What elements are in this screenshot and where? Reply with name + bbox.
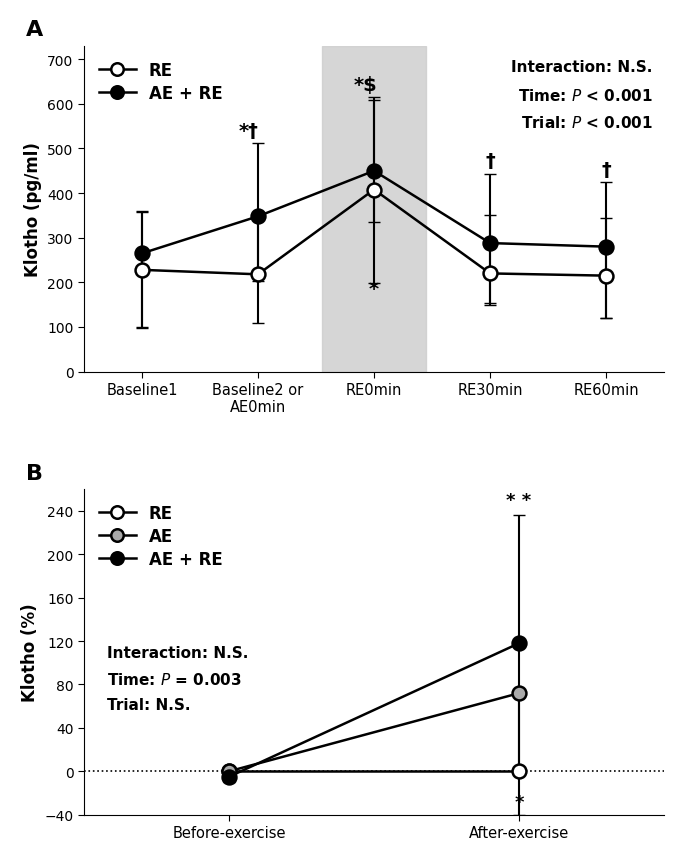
Text: †: † — [485, 152, 495, 170]
Legend: RE, AE + RE: RE, AE + RE — [92, 55, 229, 109]
Text: †: † — [601, 161, 611, 180]
Text: *: * — [514, 794, 524, 812]
Text: *: * — [369, 280, 379, 299]
Text: Trial: $\it{P}$ < 0.001: Trial: $\it{P}$ < 0.001 — [521, 115, 653, 131]
Text: Trial: N.S.: Trial: N.S. — [107, 697, 190, 713]
Text: Time: $\it{P}$ < 0.001: Time: $\it{P}$ < 0.001 — [518, 88, 653, 103]
Bar — [322, 46, 426, 372]
Y-axis label: Klotho (%): Klotho (%) — [21, 603, 39, 702]
Text: A: A — [26, 21, 43, 40]
Text: Interaction: N.S.: Interaction: N.S. — [107, 646, 249, 660]
Text: Interaction: N.S.: Interaction: N.S. — [511, 59, 653, 75]
Legend: RE, AE, AE + RE: RE, AE, AE + RE — [92, 498, 229, 575]
Text: * *: * * — [506, 491, 532, 509]
Text: *†: *† — [239, 121, 259, 140]
Text: B: B — [26, 463, 43, 483]
Text: *$: *$ — [354, 76, 378, 95]
Text: Time: $\it{P}$ = 0.003: Time: $\it{P}$ = 0.003 — [107, 672, 242, 688]
Y-axis label: Klotho (pg/ml): Klotho (pg/ml) — [23, 142, 42, 277]
